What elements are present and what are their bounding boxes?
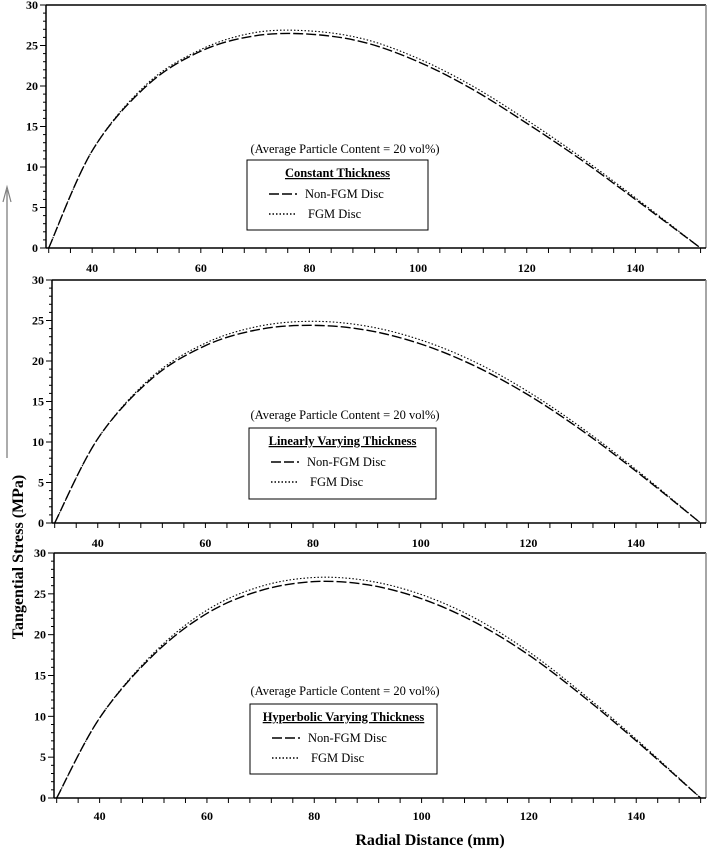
y-axis-label: Tangential Stress (MPa) bbox=[10, 475, 27, 639]
x-tick-label: 140 bbox=[627, 536, 645, 550]
legend-title: Linearly Varying Thickness bbox=[269, 434, 417, 448]
y-tick-label: 5 bbox=[38, 476, 44, 490]
x-tick-label: 100 bbox=[413, 809, 431, 823]
y-tick-label: 20 bbox=[26, 79, 38, 93]
fgm-curve bbox=[54, 320, 701, 524]
y-tick-label: 10 bbox=[32, 435, 44, 449]
y-tick-label: 25 bbox=[26, 39, 38, 53]
legend-item-label: FGM Disc bbox=[308, 207, 362, 221]
x-tick-label: 80 bbox=[307, 536, 319, 550]
annotation-text: (Average Particle Content = 20 vol%) bbox=[250, 684, 439, 698]
x-tick-label: 140 bbox=[627, 809, 645, 823]
chart-panel-1: 0 5 10 15 20 25 30 40 60 80 100 120 140 (Average Part… bbox=[26, 0, 707, 275]
legend-box bbox=[246, 159, 429, 231]
x-tick-label: 40 bbox=[94, 809, 106, 823]
x-tick-label: 120 bbox=[520, 809, 538, 823]
legend-item-label: FGM Disc bbox=[311, 751, 365, 765]
legend-item-label: FGM Disc bbox=[310, 475, 364, 489]
x-tick-label: 100 bbox=[412, 536, 430, 550]
legend-item-label: Non-FGM Disc bbox=[305, 187, 384, 201]
legend: Constant Thickness Non-FGM Disc FGM Disc bbox=[246, 159, 429, 231]
x-tick-label: 40 bbox=[92, 536, 104, 550]
y-tick-label: 5 bbox=[40, 750, 46, 764]
annotation-text: (Average Particle Content = 20 vol%) bbox=[250, 142, 439, 156]
y-tick-label: 30 bbox=[34, 546, 46, 560]
y-tick-label: 10 bbox=[34, 709, 46, 723]
arrow-up-icon bbox=[2, 184, 12, 203]
legend-title: Constant Thickness bbox=[285, 166, 390, 180]
x-tick-label: 60 bbox=[201, 809, 213, 823]
x-tick-label: 120 bbox=[518, 261, 536, 275]
y-tick-label: 25 bbox=[32, 314, 44, 328]
annotation-text: (Average Particle Content = 20 vol%) bbox=[250, 408, 439, 422]
y-tick-label: 0 bbox=[40, 791, 46, 805]
legend-title: Hyperbolic Varying Thickness bbox=[263, 710, 425, 724]
legend-box bbox=[249, 703, 438, 775]
chart-panel-2: 0 5 10 15 20 25 30 40 60 80 100 120 140 (Average Part… bbox=[32, 273, 707, 550]
y-tick-label: 15 bbox=[26, 120, 38, 134]
x-tick-label: 80 bbox=[303, 261, 315, 275]
x-tick-label: 140 bbox=[626, 261, 644, 275]
non-fgm-curve bbox=[56, 580, 702, 799]
legend-item-label: Non-FGM Disc bbox=[308, 731, 387, 745]
non-fgm-curve bbox=[48, 32, 701, 249]
x-tick-label: 60 bbox=[195, 261, 207, 275]
legend: Linearly Varying Thickness Non-FGM Disc FG… bbox=[248, 427, 437, 500]
y-tick-label: 15 bbox=[32, 395, 44, 409]
y-tick-label: 10 bbox=[26, 160, 38, 174]
x-tick-label: 40 bbox=[86, 261, 98, 275]
y-tick-label: 20 bbox=[32, 354, 44, 368]
y-tick-label: 15 bbox=[34, 669, 46, 683]
y-tick-label: 25 bbox=[34, 587, 46, 601]
y-tick-label: 0 bbox=[38, 516, 44, 530]
y-tick-label: 5 bbox=[32, 201, 38, 215]
x-tick-label: 100 bbox=[409, 261, 427, 275]
legend-box bbox=[248, 427, 437, 500]
y-tick-label: 30 bbox=[26, 0, 38, 12]
y-tick-label: 20 bbox=[34, 628, 46, 642]
fgm-curve bbox=[48, 29, 701, 249]
legend: Hyperbolic Varying Thickness Non-FGM Disc… bbox=[249, 703, 438, 775]
x-tick-label: 120 bbox=[519, 536, 537, 550]
y-tick-label: 0 bbox=[32, 241, 38, 255]
non-fgm-curve bbox=[54, 324, 702, 524]
y-tick-label: 30 bbox=[32, 273, 44, 287]
x-axis-label: Radial Distance (mm) bbox=[355, 832, 504, 849]
x-tick-label: 80 bbox=[308, 809, 320, 823]
x-tick-label: 60 bbox=[199, 536, 211, 550]
legend-item-label: Non-FGM Disc bbox=[307, 455, 386, 469]
chart-panel-3: 0 5 10 15 20 25 30 40 60 80 100 120 140 (Average Part… bbox=[34, 546, 707, 823]
